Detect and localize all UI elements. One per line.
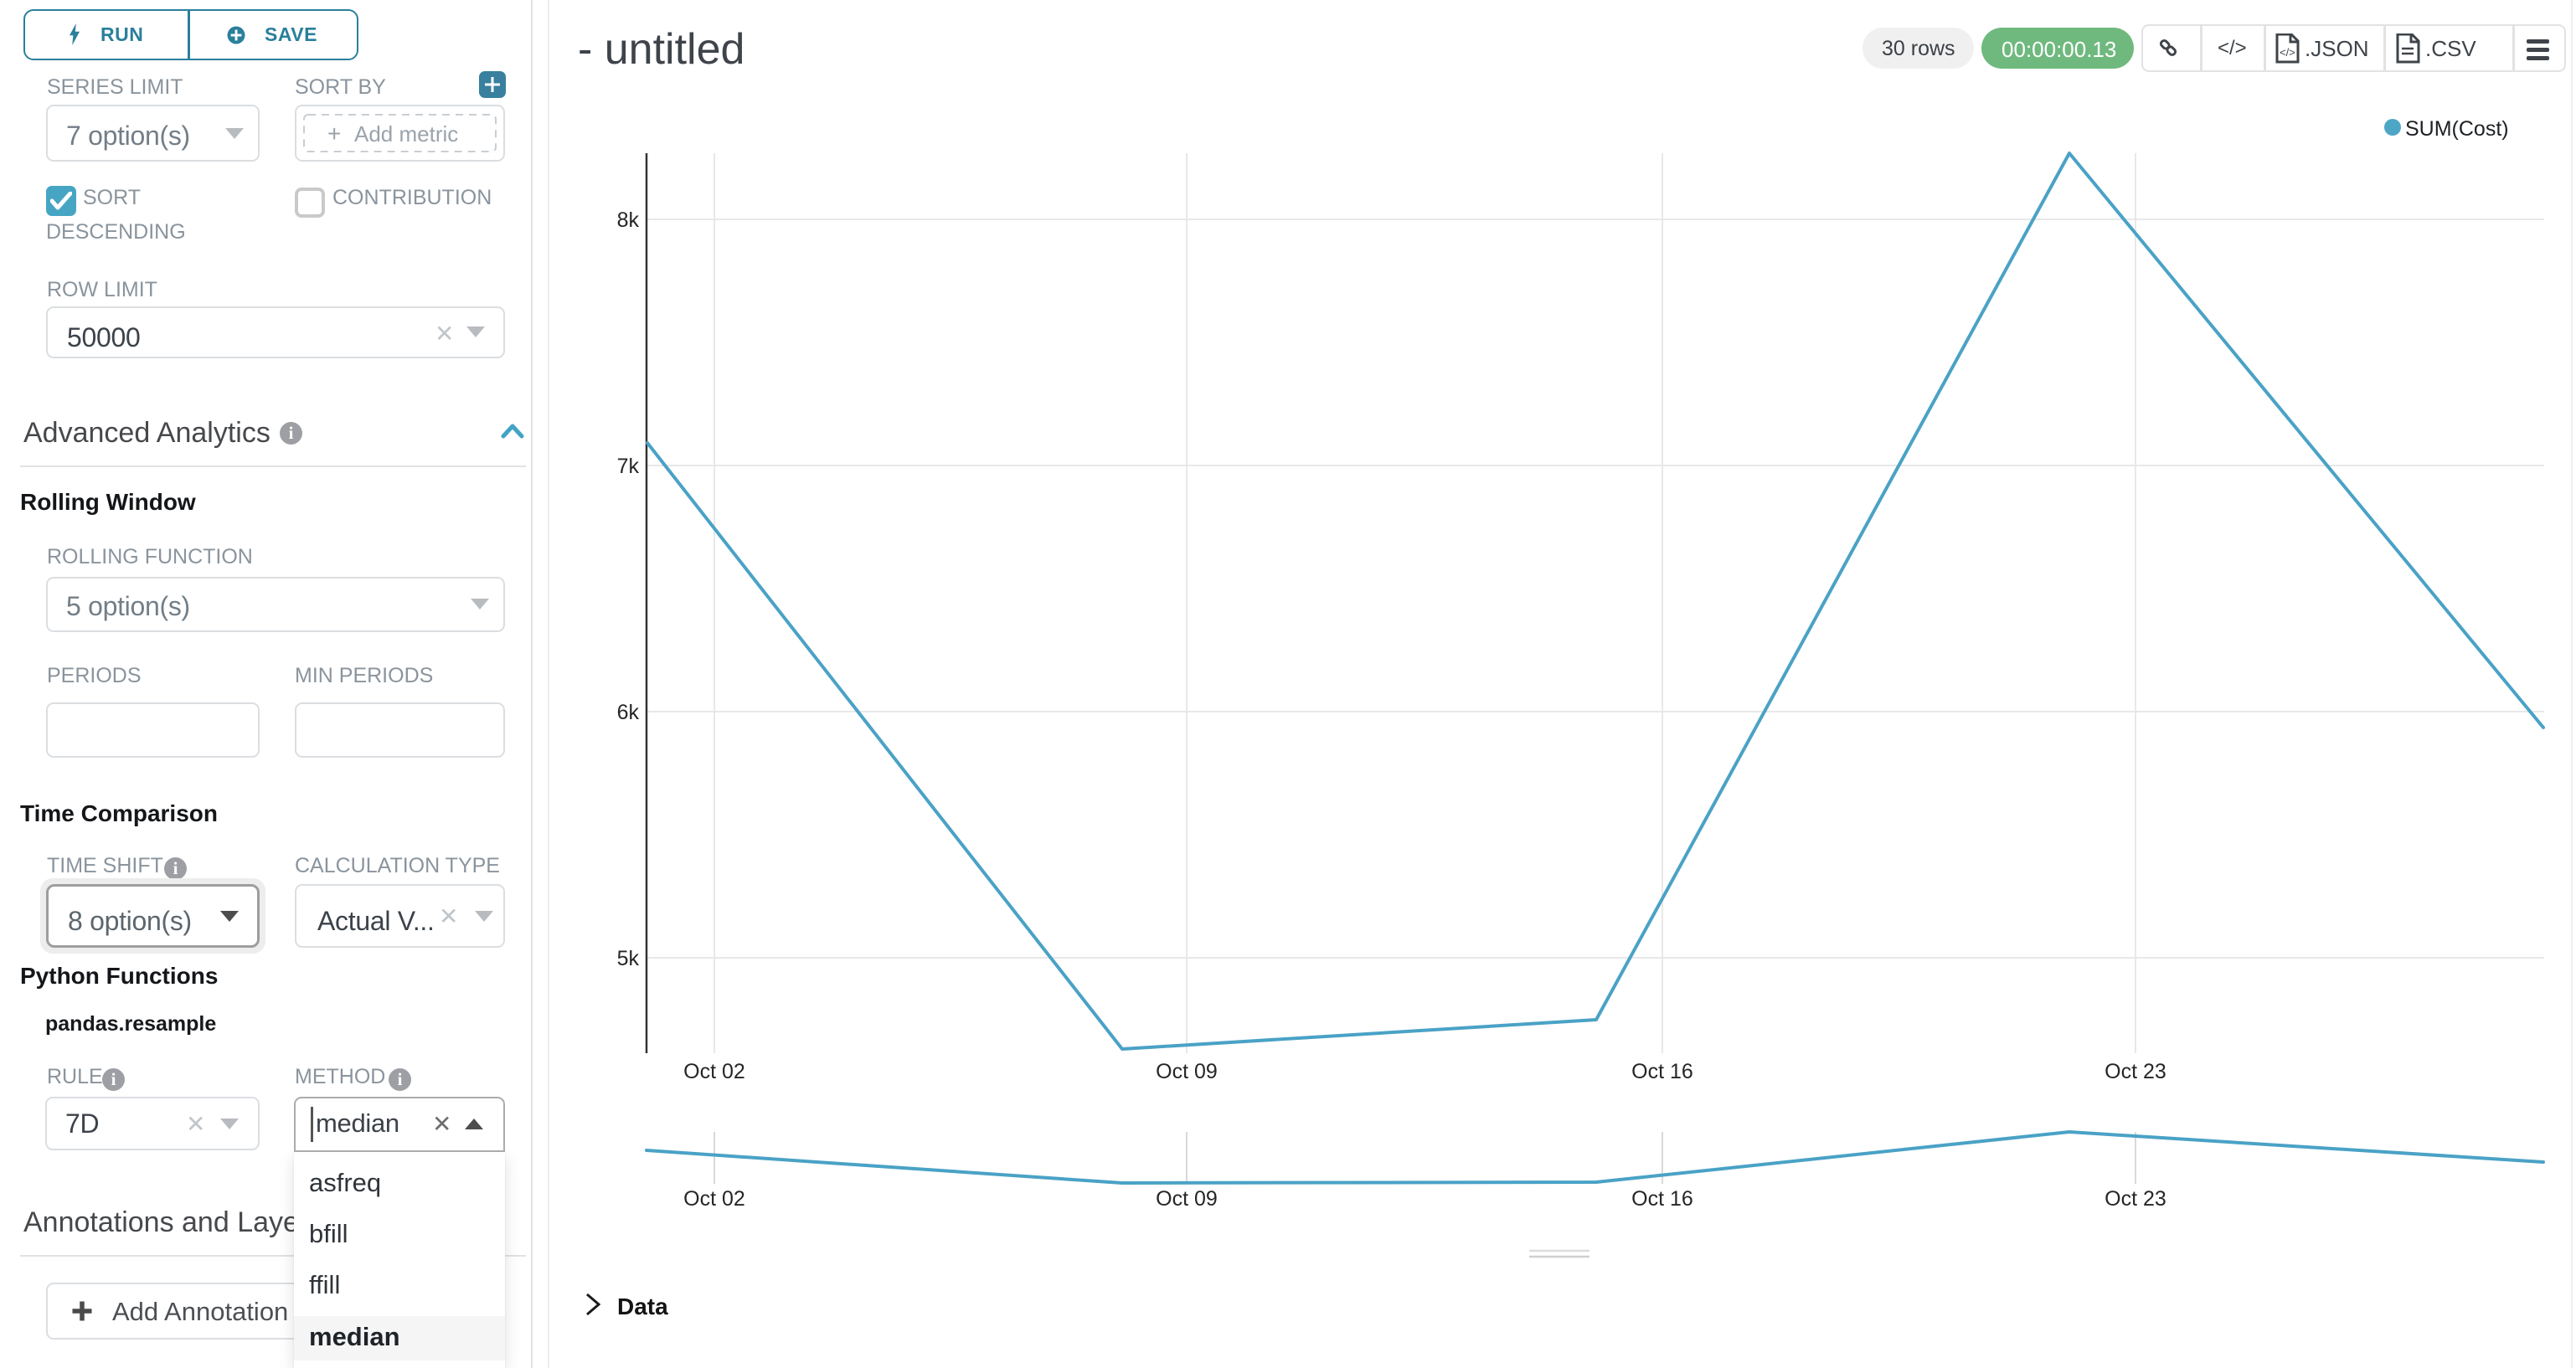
- svg-text:</>: </>: [2280, 46, 2295, 59]
- svg-text:SUM(Cost): SUM(Cost): [2405, 117, 2509, 141]
- svg-text:Oct 09: Oct 09: [1156, 1187, 1218, 1211]
- svg-text:Oct 16: Oct 16: [1631, 1060, 1693, 1083]
- svg-text:Oct 16: Oct 16: [1631, 1187, 1693, 1211]
- svg-text:Oct 23: Oct 23: [2105, 1060, 2166, 1083]
- svg-text:Data: Data: [617, 1293, 668, 1319]
- svg-text:8k: 8k: [617, 208, 640, 232]
- svg-text:6k: 6k: [617, 701, 640, 724]
- svg-text:7k: 7k: [617, 455, 640, 478]
- svg-text:Oct 09: Oct 09: [1156, 1060, 1218, 1083]
- svg-text:Oct 02: Oct 02: [683, 1060, 745, 1083]
- svg-text:Oct 23: Oct 23: [2105, 1187, 2166, 1211]
- svg-text:5k: 5k: [617, 947, 640, 970]
- svg-text:Oct 02: Oct 02: [683, 1187, 745, 1211]
